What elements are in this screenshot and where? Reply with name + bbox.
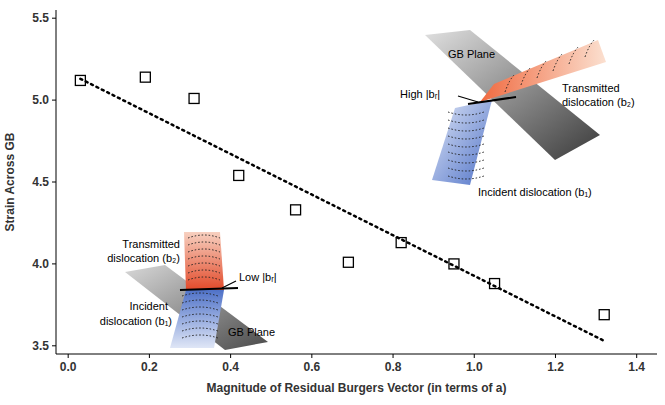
gb-trace	[180, 288, 238, 290]
data-point	[234, 170, 244, 180]
dislocation-line	[448, 112, 484, 115]
x-tick-label: 1.0	[466, 360, 483, 374]
dislocation-line	[448, 128, 484, 131]
annotation: dislocation (b₁)	[100, 315, 172, 327]
annotation: Transmitted	[122, 238, 180, 250]
y-axis-title: Strain Across GB	[3, 132, 17, 231]
inset-schematics	[125, 30, 606, 350]
data-point	[599, 310, 609, 320]
data-point	[75, 75, 85, 85]
dislocation-line	[182, 328, 218, 331]
y-tick-label: 5.0	[32, 93, 49, 107]
annotation: dislocation (b₂)	[562, 96, 635, 108]
data-point	[189, 93, 199, 103]
dislocation-line	[188, 249, 220, 252]
dislocation-line	[448, 160, 484, 163]
dislocation-line	[182, 307, 218, 310]
y-tick-label: 4.0	[32, 257, 49, 271]
x-tick-label: 1.4	[628, 360, 645, 374]
y-tick-label: 4.5	[32, 175, 49, 189]
dislocation-line	[188, 277, 220, 280]
y-tick	[52, 18, 56, 19]
dislocation-line	[569, 46, 579, 64]
x-tick-label: 0.4	[222, 360, 239, 374]
x-axis-title: Magnitude of Residual Burgers Vector (in…	[206, 381, 506, 395]
y-tick	[52, 345, 56, 346]
annotation: Incident dislocation (b₁)	[478, 186, 592, 198]
x-tick-label: 1.2	[547, 360, 564, 374]
annotation: GB Plane	[228, 326, 275, 338]
y-tick	[52, 182, 56, 183]
dislocation-line	[182, 321, 218, 324]
x-tick-label: 0.8	[385, 360, 402, 374]
y-tick-label: 5.5	[32, 11, 49, 25]
x-tick	[68, 354, 69, 358]
dislocation-line	[585, 39, 595, 57]
dislocation-line	[448, 152, 484, 155]
x-tick	[393, 354, 394, 358]
x-tick	[474, 354, 475, 358]
data-point	[343, 257, 353, 267]
annotation: High |bᵣ|	[400, 88, 440, 100]
x-tick-label: 0.6	[303, 360, 320, 374]
dislocation-line	[521, 67, 531, 85]
annotation: Transmitted	[562, 82, 620, 94]
dislocation-line	[448, 144, 484, 147]
dislocation-line	[188, 235, 220, 238]
dislocation-line	[505, 74, 515, 92]
annotation: GB Plane	[448, 48, 495, 60]
y-tick	[52, 100, 56, 101]
data-point	[291, 205, 301, 215]
x-axis-line	[56, 354, 657, 355]
x-tick	[230, 354, 231, 358]
x-tick	[311, 354, 312, 358]
x-tick-label: 0.0	[60, 360, 77, 374]
dislocation-line	[188, 263, 220, 266]
dislocation-line	[182, 293, 218, 296]
annotation: dislocation (b₂)	[107, 252, 180, 264]
dislocation-line	[448, 168, 484, 171]
x-tick	[555, 354, 556, 358]
dislocation-line	[182, 300, 218, 303]
x-tick-label: 0.2	[141, 360, 158, 374]
transmitted-band	[184, 232, 224, 290]
x-tick	[149, 354, 150, 358]
axes: 0.0 0.2 0.4 0.6 0.8 1.0 1.2 1.4 3.5 4.0 4.5 5.0 5.5	[32, 10, 657, 374]
dislocation-line	[182, 335, 218, 338]
annotation: Low |bᵣ|	[239, 271, 277, 283]
pointer	[222, 281, 236, 288]
annotation: Incident	[129, 300, 168, 312]
dislocation-line	[448, 176, 484, 179]
dislocation-line	[448, 136, 484, 139]
dislocation-line	[188, 242, 220, 245]
y-tick-label: 3.5	[32, 339, 49, 353]
y-tick	[52, 263, 56, 264]
incident-band	[170, 290, 224, 348]
incident-band	[432, 100, 492, 185]
dislocation-line	[188, 256, 220, 259]
x-tick	[636, 354, 637, 358]
data-area	[75, 72, 609, 341]
data-point	[396, 238, 406, 248]
dislocation-line	[182, 314, 218, 317]
trend-line	[80, 79, 604, 341]
pointer	[458, 96, 478, 102]
gb-trace	[468, 97, 516, 104]
dislocation-line	[553, 53, 563, 71]
chart: Transmitted dislocation (b₂) Incident dislo…	[0, 0, 665, 405]
data-point	[140, 72, 150, 82]
dislocation-line	[188, 270, 220, 273]
dislocation-line	[448, 120, 484, 123]
dislocation-line	[537, 60, 547, 78]
